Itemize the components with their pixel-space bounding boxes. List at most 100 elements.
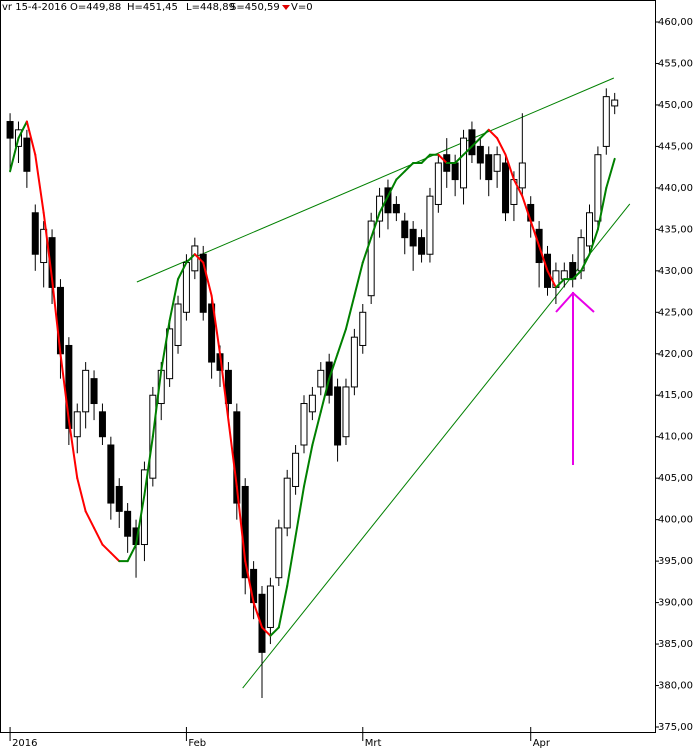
- moving-average-segment: [261, 626, 272, 637]
- moving-average-segment: [538, 244, 549, 272]
- moving-average-segment: [361, 236, 373, 264]
- moving-average-segment: [588, 228, 599, 256]
- candle-body: [23, 137, 31, 172]
- moving-average-segment: [344, 294, 356, 330]
- candle-body: [98, 411, 106, 438]
- candle-body: [409, 228, 417, 247]
- moving-average-segment: [294, 485, 305, 538]
- y-tick-label: 395,00: [658, 556, 693, 567]
- moving-average-segment: [17, 120, 28, 140]
- candle-body: [451, 162, 459, 181]
- trendline: [242, 203, 631, 689]
- candle-body: [208, 303, 216, 363]
- y-tick-label: 420,00: [658, 349, 693, 360]
- moving-average-segment: [227, 419, 238, 488]
- header-open: O=449,88: [70, 2, 121, 13]
- y-tick-label: 460,00: [658, 17, 693, 28]
- candle-body: [124, 510, 132, 537]
- volume-marker: [282, 5, 290, 10]
- moving-average-segment: [101, 543, 112, 554]
- moving-average-segment: [529, 220, 541, 247]
- candle-body: [342, 386, 350, 438]
- moving-average-segment: [470, 137, 482, 148]
- moving-average-segment: [487, 128, 499, 140]
- moving-average-segment: [311, 410, 322, 446]
- moving-average-segment: [596, 186, 608, 231]
- moving-average-segment: [34, 153, 45, 214]
- moving-average-segment: [336, 327, 347, 355]
- candle-body: [224, 369, 232, 405]
- moving-average-segment: [210, 294, 222, 355]
- moving-average-segment: [25, 120, 37, 156]
- y-tick-label: 375,00: [658, 722, 693, 733]
- candle-body: [283, 477, 291, 529]
- candle-body: [73, 411, 81, 438]
- candle-body: [367, 220, 375, 297]
- y-tick-label: 390,00: [658, 598, 693, 609]
- candle-body: [350, 336, 358, 388]
- header-low: L=448,89: [186, 2, 235, 13]
- moving-average-segment: [395, 170, 406, 181]
- x-tick-label: Feb: [188, 738, 206, 749]
- moving-average-segment: [479, 128, 490, 140]
- candle-body: [199, 253, 207, 313]
- moving-average-segment: [386, 178, 398, 198]
- moving-average-segment: [168, 278, 180, 322]
- candle-body: [300, 403, 308, 446]
- moving-average-segment: [219, 352, 230, 422]
- x-tick-label: Apr: [533, 738, 551, 749]
- candle-body: [560, 270, 568, 280]
- moving-average-segment: [235, 485, 247, 563]
- moving-average-segment: [580, 253, 591, 272]
- moving-average-segment: [504, 153, 515, 181]
- candle-body: [586, 212, 593, 247]
- candle-body: [426, 195, 434, 255]
- moving-average-segment: [378, 195, 389, 214]
- y-tick-label: 425,00: [658, 307, 693, 318]
- candle-body: [266, 585, 274, 628]
- moving-average-segment: [51, 278, 62, 355]
- moving-average-segment: [109, 551, 121, 563]
- candle-body: [258, 593, 266, 653]
- candle-body: [392, 203, 400, 214]
- candle-body: [485, 154, 493, 181]
- annotation-arrow: [555, 291, 595, 465]
- moving-average-segment: [244, 560, 255, 604]
- candle-body: [115, 485, 123, 512]
- candle-body: [31, 212, 39, 255]
- y-tick-label: 435,00: [658, 224, 693, 235]
- x-tick-label: 2016: [12, 738, 37, 749]
- moving-average-segment: [454, 153, 465, 164]
- moving-average-segment: [143, 435, 154, 496]
- candle-body: [460, 137, 468, 189]
- candle-body: [468, 129, 476, 156]
- candle-body: [191, 245, 199, 272]
- candle-body: [40, 228, 48, 264]
- candle-body: [90, 378, 98, 405]
- candle-body: [182, 262, 190, 313]
- moving-average-segment: [126, 543, 138, 563]
- moving-average-segment: [84, 510, 96, 529]
- candle-body: [107, 444, 115, 504]
- moving-average-segment: [496, 137, 507, 156]
- candle-body: [434, 162, 442, 205]
- moving-average-segment: [512, 178, 524, 198]
- moving-average-segment: [554, 278, 566, 289]
- y-tick-label: 380,00: [658, 681, 693, 692]
- candle-body: [174, 303, 182, 346]
- moving-average-segment: [462, 145, 473, 156]
- moving-average-segment: [59, 352, 70, 422]
- candle-body: [65, 344, 73, 429]
- candle-body: [292, 452, 300, 487]
- y-tick-label: 415,00: [658, 390, 693, 401]
- trendline: [136, 77, 615, 283]
- moving-average-segment: [93, 526, 104, 546]
- moving-average-segment: [202, 261, 213, 297]
- header-high: H=451,45: [127, 2, 178, 13]
- moving-average-segment: [135, 493, 146, 546]
- moving-average-segment: [252, 601, 263, 629]
- moving-average-segment: [193, 253, 205, 264]
- moving-average-segment: [302, 444, 314, 488]
